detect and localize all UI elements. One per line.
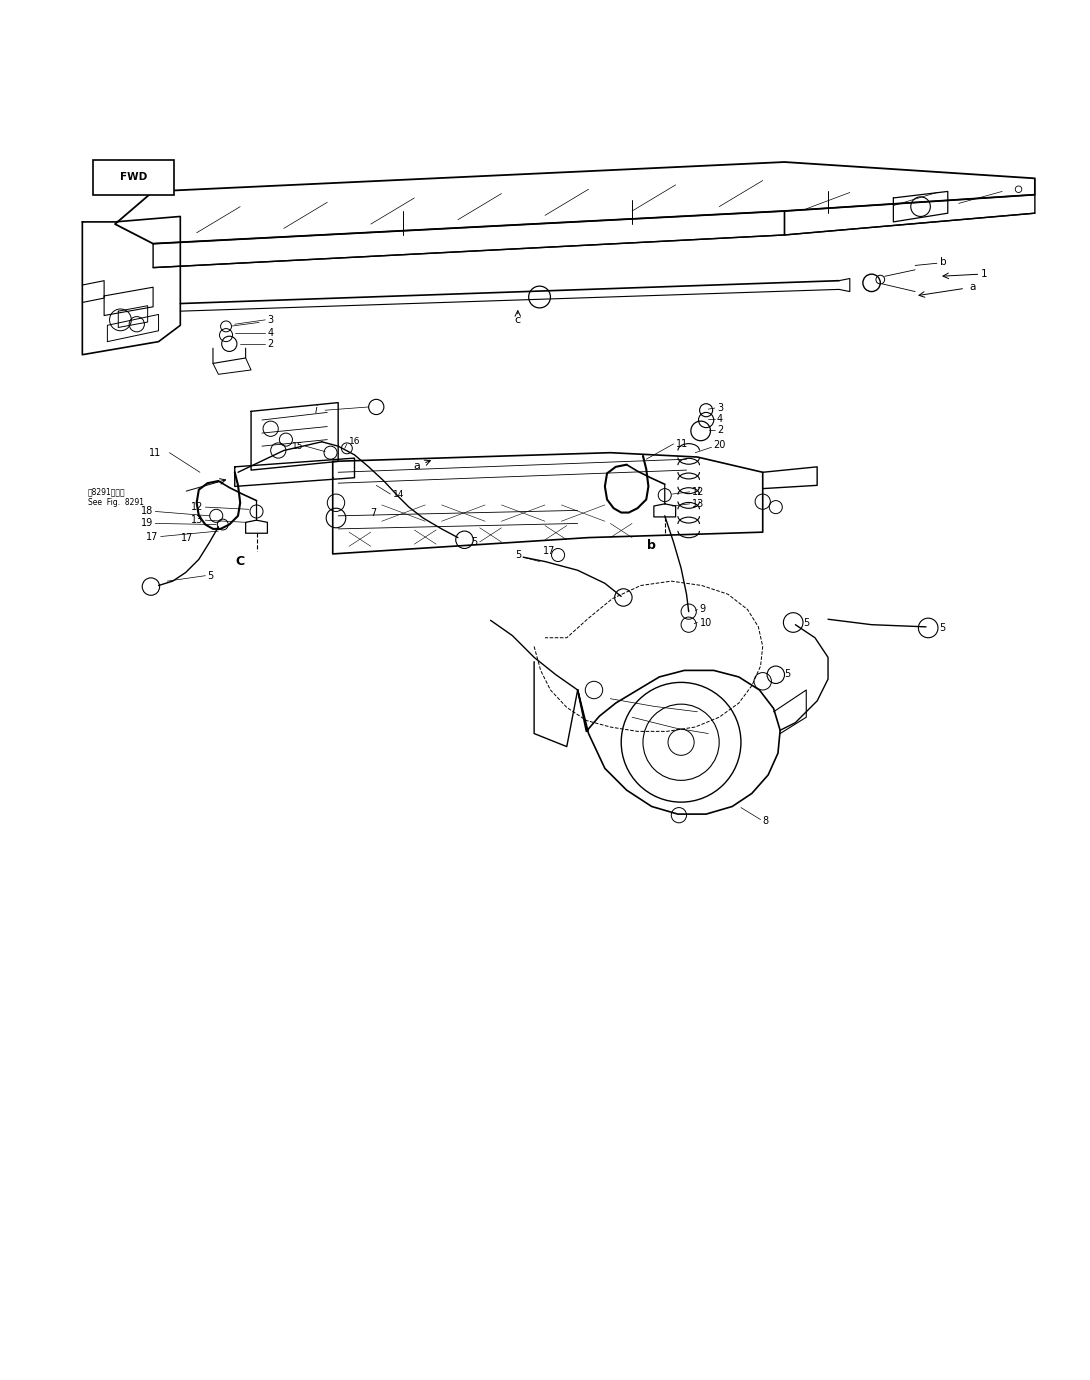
Text: 16: 16 — [349, 437, 361, 446]
Text: 2: 2 — [267, 339, 274, 349]
Text: i: i — [315, 406, 318, 415]
Text: 10: 10 — [700, 617, 712, 628]
Text: 11: 11 — [676, 439, 688, 449]
Text: 3: 3 — [267, 315, 274, 324]
Text: 20: 20 — [714, 440, 726, 450]
Text: 5: 5 — [514, 551, 521, 560]
Text: 3: 3 — [717, 403, 723, 413]
Text: a: a — [413, 461, 420, 471]
Text: 13: 13 — [191, 515, 203, 526]
Text: 17: 17 — [543, 545, 555, 556]
Text: 7: 7 — [370, 508, 376, 518]
Text: 8: 8 — [763, 816, 768, 825]
Text: b: b — [647, 538, 656, 552]
Text: 11: 11 — [148, 447, 161, 458]
Text: 5: 5 — [471, 537, 477, 546]
Text: 12: 12 — [191, 502, 203, 512]
Text: 15: 15 — [292, 442, 303, 451]
Text: 2: 2 — [717, 425, 724, 435]
Text: 図8291図参照: 図8291図参照 — [88, 487, 125, 497]
Text: 17: 17 — [181, 533, 194, 542]
Text: 5: 5 — [803, 617, 809, 628]
Text: 18: 18 — [141, 506, 153, 516]
Text: 19: 19 — [141, 519, 153, 529]
Text: 12: 12 — [692, 487, 704, 497]
Text: 4: 4 — [267, 328, 274, 338]
Text: c: c — [514, 315, 521, 324]
Text: 5: 5 — [785, 669, 790, 679]
Text: 14: 14 — [392, 490, 404, 498]
FancyBboxPatch shape — [94, 160, 173, 195]
Text: See  Fig.  8291: See Fig. 8291 — [88, 498, 144, 508]
Text: 17: 17 — [146, 531, 158, 541]
Text: 13: 13 — [692, 498, 704, 509]
Text: a: a — [970, 283, 976, 293]
Text: 9: 9 — [700, 604, 705, 614]
Text: 1: 1 — [980, 269, 988, 279]
Text: b: b — [941, 257, 947, 268]
Text: 5: 5 — [207, 571, 214, 581]
Text: FWD: FWD — [120, 172, 147, 182]
Text: 4: 4 — [717, 414, 723, 424]
Text: C: C — [235, 555, 245, 569]
Text: 5: 5 — [940, 622, 945, 633]
